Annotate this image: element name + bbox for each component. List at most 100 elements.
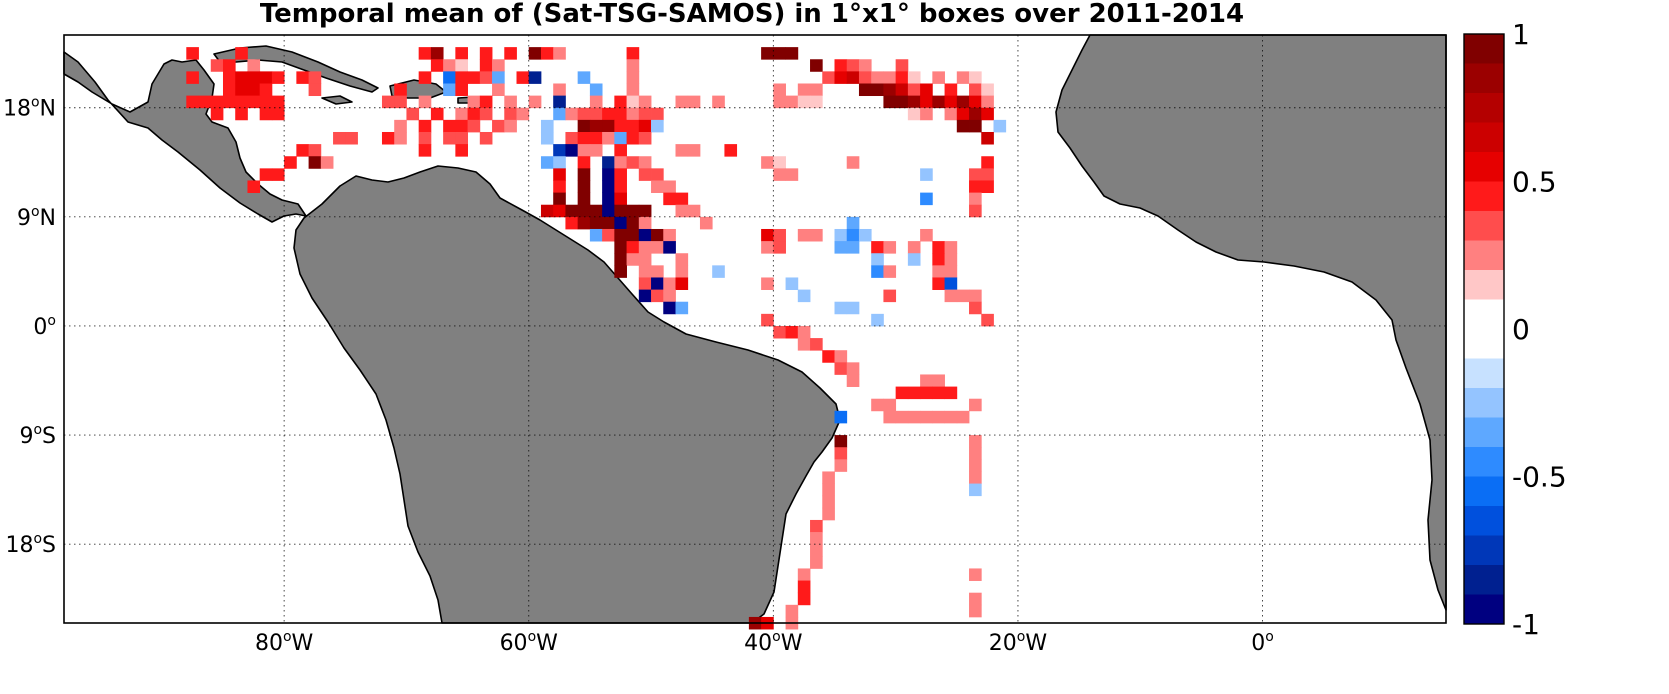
data-cell <box>235 47 248 60</box>
data-cell <box>944 95 958 109</box>
data-cell <box>651 119 664 133</box>
data-cell <box>871 83 884 97</box>
data-cell <box>626 83 640 97</box>
colorbar-swatch <box>1464 535 1504 566</box>
data-cell <box>981 168 994 181</box>
colorbar-swatch <box>1464 34 1504 64</box>
data-cell <box>553 204 566 218</box>
data-cell <box>810 95 823 109</box>
data-cell <box>810 228 823 242</box>
data-cell <box>467 95 481 109</box>
data-cell <box>602 168 615 181</box>
colorbar-swatch <box>1464 417 1504 448</box>
data-cell <box>944 277 958 290</box>
data-cell <box>614 168 627 181</box>
data-cell <box>920 374 933 387</box>
longitude-tick-labels: 80oW 60oW 40oW 20oW 0o <box>255 629 1274 656</box>
data-cell <box>797 83 811 97</box>
data-cell <box>602 107 615 121</box>
data-cell <box>638 228 652 242</box>
data-cell <box>969 301 982 315</box>
colorbar-tick-label: -0.5 <box>1512 461 1567 494</box>
data-cell <box>981 83 994 97</box>
data-cell <box>883 410 897 424</box>
data-cell <box>626 47 640 60</box>
data-cell <box>602 192 615 206</box>
colorbar-swatch <box>1464 270 1504 300</box>
colorbar-swatches <box>1464 34 1504 625</box>
data-cell <box>418 47 432 60</box>
data-cell <box>785 168 799 181</box>
data-cell <box>761 156 774 169</box>
colorbar-swatch <box>1464 240 1504 271</box>
data-cell <box>797 325 811 339</box>
data-cell <box>797 568 811 581</box>
land-layer <box>63 34 1447 624</box>
data-cell <box>810 338 823 351</box>
colorbar-tick-label: 0 <box>1512 313 1530 346</box>
data-cell <box>443 83 456 97</box>
data-cell <box>638 107 652 121</box>
data-cell <box>797 228 811 242</box>
colorbar-tick-label: 1 <box>1512 18 1530 51</box>
data-cell <box>895 83 909 97</box>
data-cell <box>602 156 615 169</box>
colorbar-swatch <box>1464 506 1504 536</box>
data-cell <box>565 216 579 230</box>
data-cell <box>858 71 872 84</box>
data-cell <box>553 47 566 60</box>
data-cell <box>907 71 921 84</box>
data-cell <box>602 228 615 242</box>
data-cell <box>614 265 627 278</box>
data-cell <box>687 144 701 157</box>
data-cell <box>479 59 493 72</box>
data-cell <box>663 228 676 242</box>
data-cell <box>834 459 848 472</box>
data-cell <box>810 519 823 533</box>
data-cell <box>858 83 872 97</box>
data-cell <box>651 228 664 242</box>
data-cell <box>773 241 786 254</box>
data-cell <box>577 107 591 121</box>
data-cell <box>956 289 970 303</box>
colorbar-frame <box>1463 33 1505 625</box>
data-cell <box>834 410 848 424</box>
data-cell <box>296 144 309 157</box>
data-cell <box>614 241 627 254</box>
data-cell <box>944 265 958 278</box>
data-cell <box>626 107 640 121</box>
data-cell <box>871 253 884 266</box>
data-cell <box>589 216 603 230</box>
data-cell <box>614 192 627 206</box>
data-cell <box>504 119 517 133</box>
data-cell <box>638 265 652 278</box>
data-cell <box>956 410 970 424</box>
data-cell <box>956 71 970 84</box>
data-cell <box>235 107 248 121</box>
data-cell <box>553 156 566 169</box>
data-cell <box>222 59 236 72</box>
data-cell <box>932 277 945 290</box>
data-cell <box>210 59 224 72</box>
data-cell <box>883 265 897 278</box>
data-cell <box>871 241 884 254</box>
data-cell <box>626 204 640 218</box>
data-cell <box>235 83 248 97</box>
data-cell <box>516 107 530 121</box>
data-cell <box>394 131 407 145</box>
data-cell <box>247 83 261 97</box>
data-cell <box>858 59 872 72</box>
data-cell <box>589 83 603 97</box>
data-cell <box>969 483 982 497</box>
data-cell <box>895 59 909 72</box>
data-cell <box>651 289 664 303</box>
data-cell <box>589 228 603 242</box>
data-cells-layer <box>186 47 1007 630</box>
data-cell <box>443 59 456 72</box>
data-cell <box>638 119 652 133</box>
data-cell <box>540 47 554 60</box>
data-cell <box>712 95 725 109</box>
data-cell <box>981 131 994 145</box>
data-cell <box>883 95 897 109</box>
data-cell <box>638 95 652 109</box>
